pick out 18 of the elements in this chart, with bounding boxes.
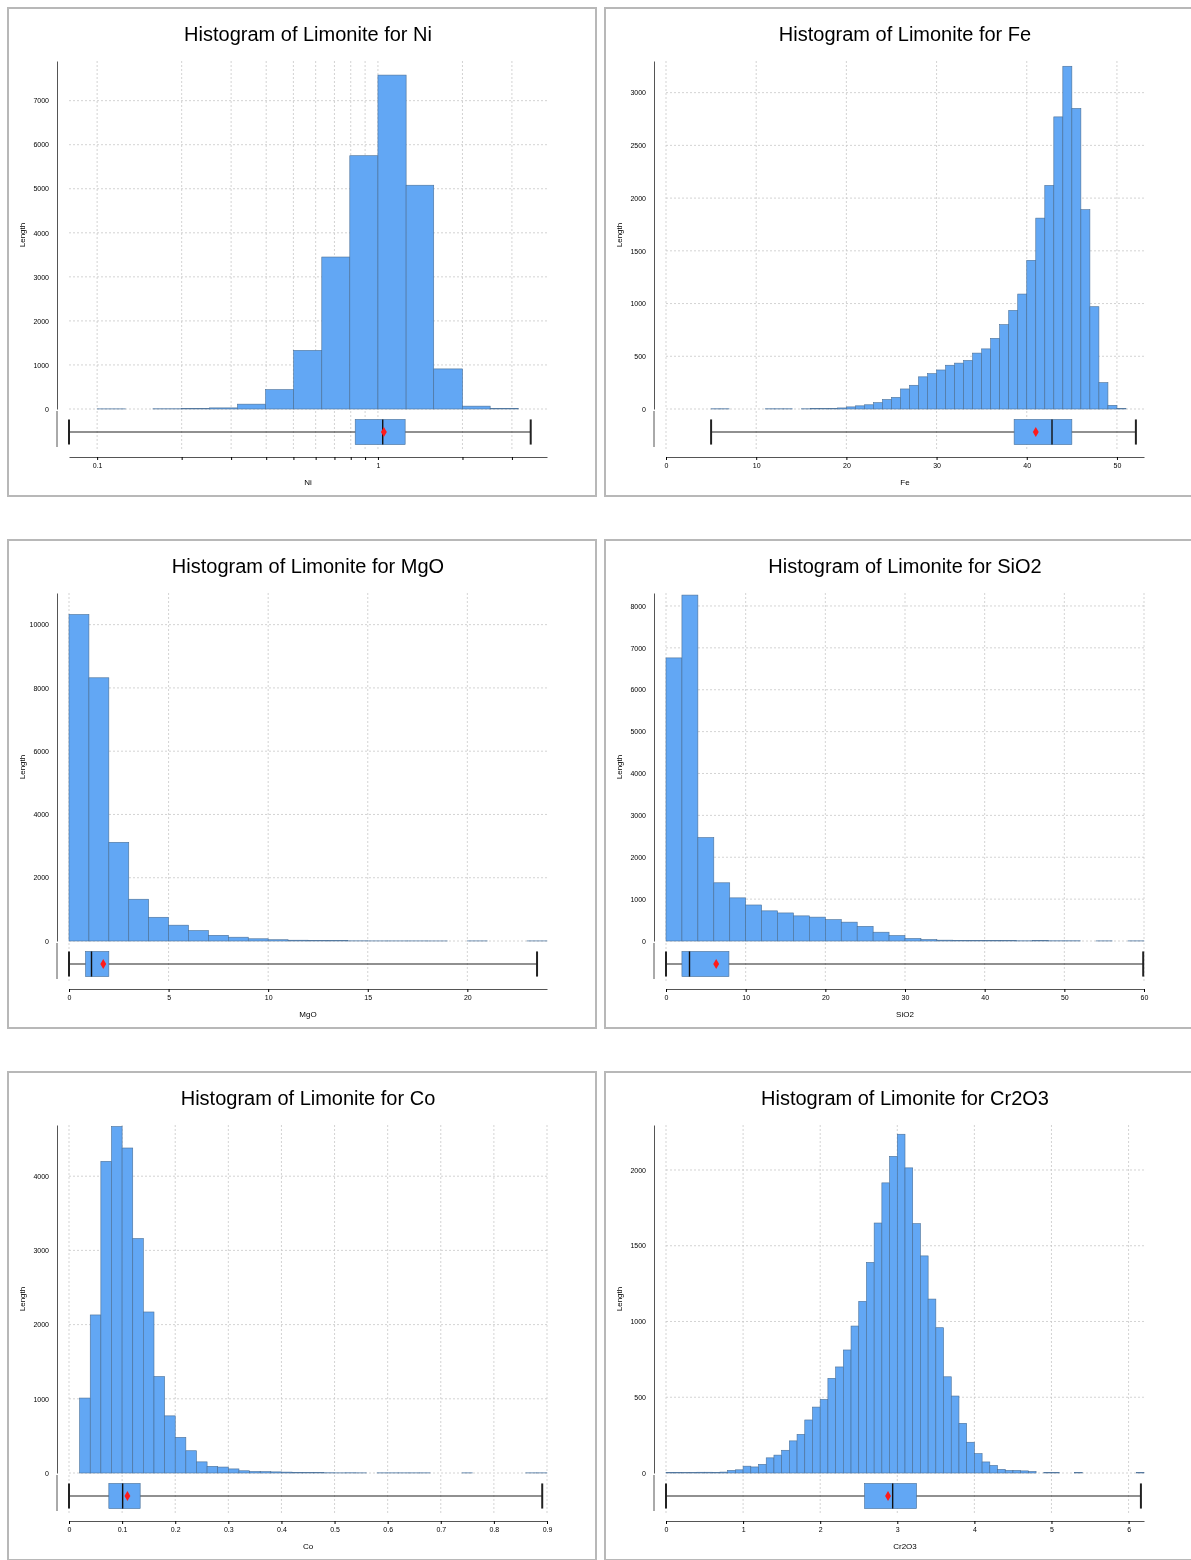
y-axis-title: Length — [615, 222, 624, 248]
y-axis-title: Length — [18, 1286, 27, 1312]
x-axis-title: SiO2 — [896, 1010, 915, 1019]
y-axis-title: Length — [18, 754, 27, 780]
chart-title: Histogram of Limonite for Co — [180, 1087, 436, 1109]
x-axis-title: Cr2O3 — [893, 1542, 918, 1551]
x-axis-title: Ni — [304, 478, 312, 487]
chart-title: Histogram of Limonite for MgO — [171, 555, 445, 577]
x-axis-title: Co — [302, 1542, 314, 1551]
chart-title: Histogram of Limonite for Fe — [778, 23, 1032, 45]
chart-title: Histogram of Limonite for SiO2 — [768, 555, 1042, 577]
y-axis-title: Length — [18, 222, 27, 248]
x-axis-title: MgO — [299, 1010, 317, 1019]
y-axis-title: Length — [615, 754, 624, 780]
chart-title: Histogram of Limonite for Ni — [184, 23, 432, 45]
x-axis-title: Fe — [900, 478, 911, 487]
chart-title: Histogram of Limonite for Cr2O3 — [761, 1087, 1049, 1109]
y-axis-title: Length — [615, 1286, 624, 1312]
